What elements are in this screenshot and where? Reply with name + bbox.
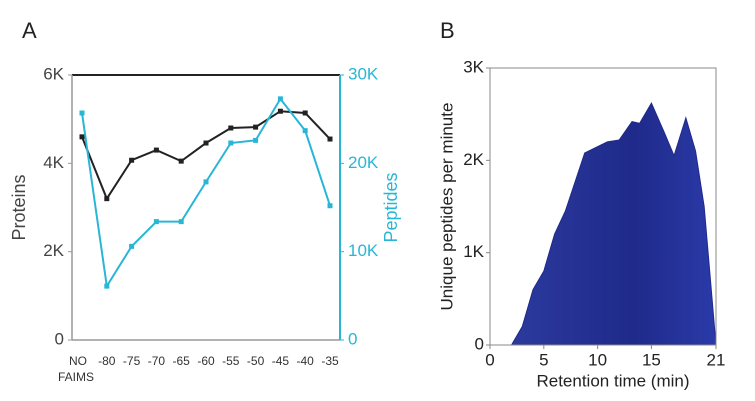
x-tick-label: -80 (98, 354, 116, 368)
data-point (228, 125, 234, 131)
y-tick-label: 4K (43, 153, 64, 172)
data-point (104, 196, 110, 202)
x-tick-label: 21 (707, 350, 726, 369)
data-point (203, 179, 209, 185)
data-point (228, 140, 234, 146)
y2-axis-label: Peptides (381, 172, 401, 242)
panel-label: A (22, 18, 37, 43)
y-tick-label: 0 (55, 329, 64, 348)
data-point (302, 110, 308, 116)
x-tick-label: -65 (173, 354, 191, 368)
data-point (302, 128, 308, 134)
data-point (79, 110, 85, 116)
y2-tick-label: 20K (348, 153, 379, 172)
x-tick-label: -40 (297, 354, 315, 368)
data-point (327, 203, 333, 209)
y-tick-label: 2K (43, 241, 64, 260)
x-tick-label: 15 (642, 350, 661, 369)
data-point (79, 134, 85, 140)
y-tick-label: 1K (463, 242, 484, 261)
x-tick-label: -60 (197, 354, 215, 368)
x-tick-label: -45 (272, 354, 290, 368)
data-point (277, 108, 283, 114)
x-tick-label: -35 (321, 354, 339, 368)
data-point (253, 124, 259, 130)
x-tick-label: -55 (222, 354, 240, 368)
data-point (203, 140, 209, 146)
plot-frame (489, 67, 717, 346)
x-tick-label: 5 (539, 350, 548, 369)
series-line (81, 110, 331, 201)
x-axis-label: Retention time (min) (536, 371, 689, 390)
data-point (153, 147, 159, 153)
y-tick-label: 3K (463, 57, 484, 76)
data-point (178, 219, 184, 225)
y-tick-label: 2K (463, 150, 484, 169)
x-tick-label: -70 (148, 354, 166, 368)
data-point (129, 157, 135, 163)
data-point (277, 96, 283, 102)
data-point (327, 136, 333, 142)
y2-tick-label: 0 (348, 329, 357, 348)
y2-tick-label: 10K (348, 241, 379, 260)
x-tick-label: -75 (123, 354, 141, 368)
series-line (81, 97, 331, 289)
x-tick-label: NO FAIMS (58, 354, 94, 384)
y-tick-label: 0 (475, 334, 484, 353)
data-point (129, 243, 135, 249)
panel-label: B (440, 18, 455, 43)
x-tick-label: 10 (588, 350, 607, 369)
data-point (253, 137, 259, 143)
y-axis-label: Unique peptides per minute (437, 103, 456, 311)
y-axis-label: Proteins (9, 174, 29, 240)
y-tick-label: 6K (43, 64, 64, 83)
area (510, 101, 717, 346)
x-tick-label: 0 (485, 350, 494, 369)
data-point (104, 283, 110, 289)
x-tick-label: -50 (247, 354, 265, 368)
data-point (153, 219, 159, 225)
y2-tick-label: 30K (348, 64, 379, 83)
data-point (178, 158, 184, 164)
